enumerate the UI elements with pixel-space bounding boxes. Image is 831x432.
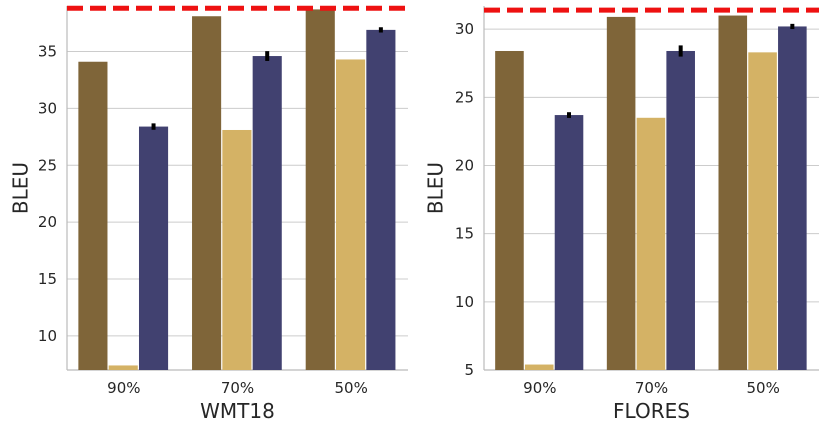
x-tick-label: 90%: [107, 379, 140, 397]
bar: [666, 50, 695, 370]
y-axis-label: BLEU: [9, 162, 33, 214]
bar: [554, 115, 584, 371]
x-tick-label: 70%: [635, 379, 668, 397]
y-tick-label: 5: [464, 361, 474, 379]
wmt18-panel: 10 15 20 25 30 35 90% 70% 50% WMT18 BLEU: [9, 5, 408, 423]
y-tick-label: 25: [38, 156, 57, 174]
bar: [192, 16, 222, 371]
y-tick-label: 20: [455, 157, 474, 175]
y-tick-label: 30: [455, 20, 474, 38]
x-tick-label: 70%: [221, 379, 254, 397]
bar: [138, 126, 169, 370]
y-tick-label: 15: [455, 225, 474, 243]
bar: [305, 9, 335, 370]
x-axis-label: WMT18: [200, 399, 275, 423]
y-tick-label: 10: [38, 327, 57, 345]
y-tick-label: 35: [38, 43, 57, 61]
x-tick-label: 50%: [746, 379, 779, 397]
bar: [524, 364, 554, 370]
y-tick-label: 20: [38, 213, 57, 231]
bar: [222, 129, 252, 370]
bar: [718, 15, 748, 371]
y-axis-label: BLEU: [424, 162, 448, 214]
y-tick-label: 25: [455, 88, 474, 106]
bar: [366, 29, 396, 370]
bar: [636, 117, 666, 371]
bar: [606, 16, 636, 370]
x-axis-label: FLORES: [613, 399, 690, 423]
y-tick-label: 15: [38, 270, 57, 288]
bar: [78, 61, 108, 371]
bar: [252, 56, 282, 371]
x-tick-label: 90%: [523, 379, 556, 397]
bar: [748, 52, 777, 371]
bar: [778, 26, 807, 371]
y-tick-label: 10: [455, 293, 474, 311]
y-tick-label: 30: [38, 99, 57, 117]
bar: [495, 50, 524, 370]
flores-panel: 5 10 15 20 25 30 90% 70% 50% FLORES BLEU: [424, 6, 819, 423]
bar: [336, 59, 366, 371]
bar: [108, 365, 138, 370]
x-tick-label: 50%: [334, 379, 367, 397]
